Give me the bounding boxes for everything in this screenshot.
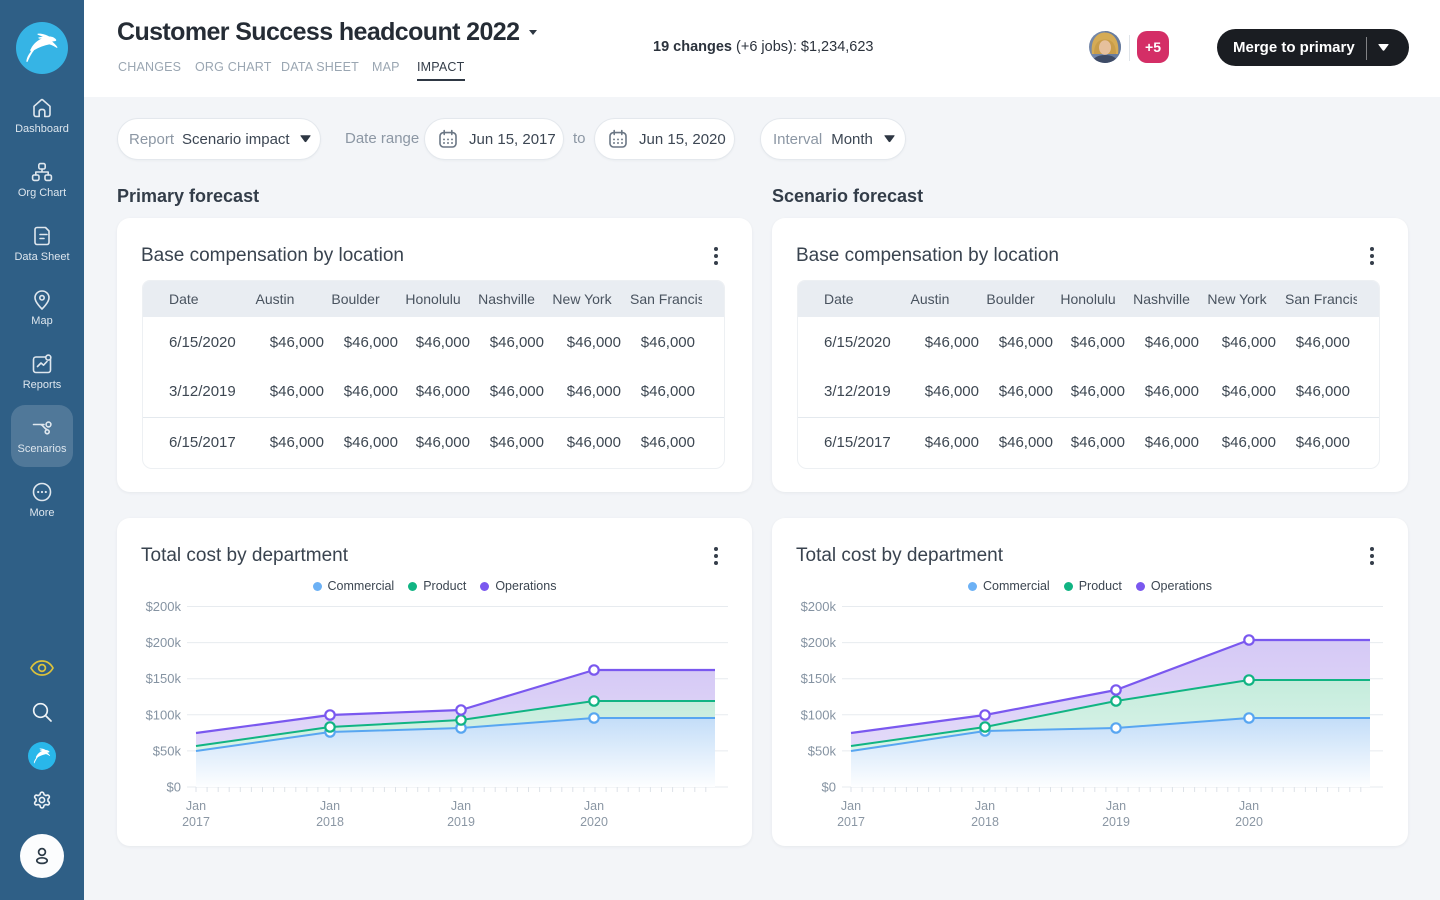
svg-text:2018: 2018	[971, 815, 999, 829]
svg-text:$0: $0	[822, 780, 836, 795]
svg-text:Jan: Jan	[451, 799, 471, 813]
svg-text:2018: 2018	[316, 815, 344, 829]
svg-text:$150k: $150k	[146, 671, 182, 686]
svg-text:2017: 2017	[837, 815, 865, 829]
svg-text:$150k: $150k	[801, 671, 837, 686]
svg-text:Jan: Jan	[186, 799, 206, 813]
svg-text:Jan: Jan	[975, 799, 995, 813]
svg-text:$200k: $200k	[801, 635, 837, 650]
svg-text:2019: 2019	[447, 815, 475, 829]
svg-text:$200k: $200k	[146, 635, 182, 650]
svg-text:$200k: $200k	[801, 599, 837, 614]
svg-text:2020: 2020	[1235, 815, 1263, 829]
svg-text:Jan: Jan	[841, 799, 861, 813]
svg-text:Jan: Jan	[1239, 799, 1259, 813]
svg-text:2019: 2019	[1102, 815, 1130, 829]
svg-text:Jan: Jan	[320, 799, 340, 813]
svg-text:$200k: $200k	[146, 599, 182, 614]
svg-text:Jan: Jan	[1106, 799, 1126, 813]
svg-text:$100k: $100k	[801, 707, 837, 722]
svg-text:$100k: $100k	[146, 707, 182, 722]
svg-text:2017: 2017	[182, 815, 210, 829]
svg-text:$50k: $50k	[153, 743, 182, 758]
svg-text:$0: $0	[167, 780, 181, 795]
svg-text:2020: 2020	[580, 815, 608, 829]
svg-text:$50k: $50k	[808, 743, 837, 758]
svg-text:Jan: Jan	[584, 799, 604, 813]
